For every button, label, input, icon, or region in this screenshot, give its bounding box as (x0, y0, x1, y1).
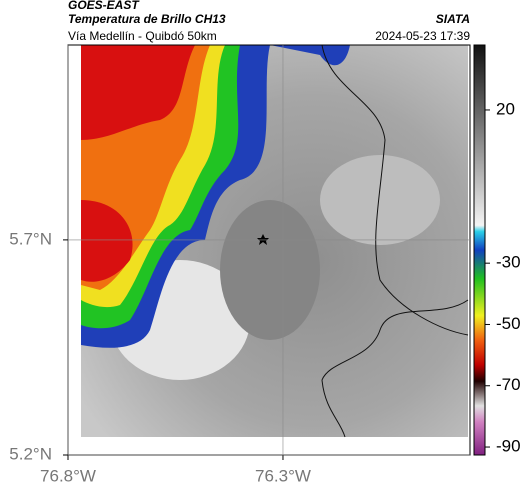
title: Temperatura de Brillo CH13 (68, 12, 226, 26)
colorbar-tick-label: 20 (496, 99, 515, 118)
colorbar-tick-label: -50 (496, 314, 521, 333)
source: GOES-EAST (68, 0, 140, 12)
x-tick-label: 76.8°W (40, 466, 96, 485)
subtitle: Vía Medellín - Quibdó 50km (68, 29, 217, 43)
colorbar-tick-label: -90 (496, 437, 521, 456)
axes: 76.8°W 76.3°W 5.7°N 5.2°N 20 -30 -50 -70 -90 (9, 45, 521, 485)
colorbar (473, 44, 486, 456)
imagery (81, 44, 469, 438)
x-tick-label: 76.3°W (255, 466, 311, 485)
datetime: 2024-05-23 17:39 (375, 29, 470, 43)
y-tick-label: 5.2°N (9, 444, 52, 463)
agency: SIATA (436, 12, 470, 26)
colorbar-tick-label: -30 (496, 253, 521, 272)
y-tick-label: 5.7°N (9, 229, 52, 248)
colorbar-tick-label: -70 (496, 375, 521, 394)
